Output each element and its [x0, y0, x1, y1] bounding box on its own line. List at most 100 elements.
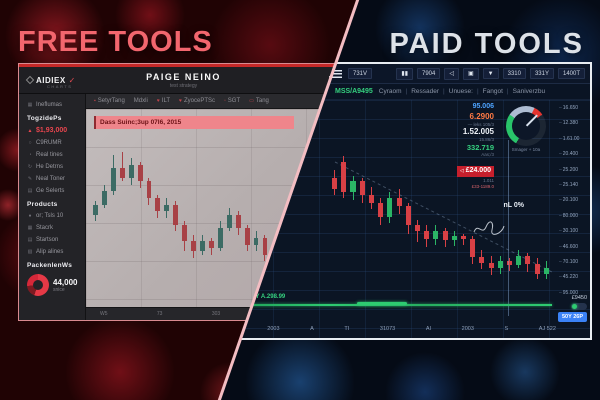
strategy-subtitle: test strategy [169, 82, 198, 89]
logo-text: AIDIEX [36, 75, 66, 85]
tab-label: Tang [255, 98, 269, 104]
stats-value: 44,000 [53, 277, 78, 287]
bars-icon-button[interactable]: ▮▮ [396, 67, 413, 80]
sidebar-item-label: He Detrns [36, 164, 64, 170]
toolbar-button-7904[interactable]: 7904 [417, 68, 441, 79]
speaker-icon: ◁ [459, 168, 464, 174]
refresh-icon: ↻ [27, 164, 33, 170]
frame-icon: ▭ [249, 98, 254, 104]
tab-zyocepts[interactable]: ♥ ZyocePTSc [179, 98, 215, 104]
quote-sub: — leks 105/3 [467, 121, 494, 127]
symbol-label[interactable]: MSS/A9495 [335, 88, 373, 95]
y-tick-label: 46.600 [559, 244, 578, 250]
alert-value: £24.000 [465, 166, 491, 174]
quote-panel: 95.006 6.2900 — leks 105/3 1.52.005 15.8… [456, 103, 494, 189]
tab-label: SetyrTang [97, 98, 125, 104]
y-tick-label: 1.61.00 [559, 136, 580, 142]
sidebar-item-c9rumr[interactable]: ○ C9RUMR [27, 140, 85, 146]
candle [128, 135, 135, 301]
candle [253, 135, 260, 301]
candle [506, 148, 513, 286]
tab-tang[interactable]: ▭ Tang [249, 98, 269, 104]
sidebar-item-label: Ineflumas [36, 102, 63, 108]
candle [226, 135, 233, 301]
sidebar-item-balance[interactable]: ▲ $1,93,000 [27, 127, 85, 134]
y-tick-label: 95.000 [559, 290, 578, 296]
paid-y-axis: 16.650 12.380 1.61.00 20.400 25.200 25.140 20.… [559, 106, 589, 296]
sidebar-item-startson[interactable]: ▤ Startson [27, 237, 85, 243]
sidebar-item-ineflumas[interactable]: ▦ Ineflumas [27, 102, 85, 108]
alert-banner[interactable]: Dass Suinc;3up 07I6, 2015 [94, 116, 294, 129]
candle [349, 148, 356, 286]
candle [478, 148, 485, 286]
menu-item[interactable]: Fangot [477, 88, 503, 95]
square-icon: ▪ [94, 98, 96, 104]
toolbar-button-731v[interactable]: 731V [348, 68, 373, 79]
y-tick-label: 16.650 [559, 106, 578, 111]
sidebar-item-real-tines[interactable]: ◔ Real tines [27, 152, 85, 158]
donut-chart [27, 274, 49, 296]
paid-x-axis: A2003ATI31073AI2003SAJ 522 [233, 324, 556, 334]
sidebar-item-tsls[interactable]: ● or; Tsls 10 [27, 213, 85, 219]
quote-price-orange: 6.2900 [469, 111, 494, 121]
x-tick-label: A [310, 326, 314, 332]
tab-sgt[interactable]: ▫ SGT [224, 98, 240, 104]
tab-setyrtang[interactable]: ▪ SetyrTang [94, 98, 125, 104]
candle [181, 135, 188, 301]
toolbar-button-3310[interactable]: 3310 [502, 68, 526, 79]
layers-icon: ▧ [27, 249, 33, 255]
sidebar-section-header: Products [27, 201, 58, 208]
speaker-icon-button[interactable]: ◁ [444, 67, 459, 80]
menu-item[interactable]: Saniverzbu [507, 88, 546, 95]
tab-ilt[interactable]: ♥ ILT [157, 98, 170, 104]
candle [331, 148, 338, 286]
sidebar-item-label: $1,93,000 [36, 127, 68, 134]
y-tick-label: 70.100 [559, 260, 578, 265]
sidebar-item-alip-alines[interactable]: ▧ Alip alines [27, 249, 85, 255]
sidebar-item-label: Startson [36, 237, 59, 243]
menu-item[interactable]: Cyraom [378, 88, 402, 95]
tab-mdxli[interactable]: Mdxli [134, 98, 148, 104]
sidebar-item-label: or; Tsls 10 [36, 213, 64, 219]
candle [199, 135, 206, 301]
sidebar-item-label: Alip alines [36, 249, 64, 255]
pen-icon: ✎ [27, 176, 33, 182]
quote-sub: 15.86/3 [478, 137, 494, 143]
y-tick-label: 45.220 [559, 275, 578, 280]
toolbar-button-331y[interactable]: 331Y [529, 68, 554, 79]
candle [101, 135, 108, 301]
photo-icon-button[interactable]: ▣ [462, 67, 479, 80]
corner-price-label: £9450 [571, 295, 587, 301]
candle [377, 148, 384, 286]
y-tick-label: 30.100 [559, 229, 578, 234]
sidebar-section-header: TogzidePs [27, 115, 62, 122]
sidebar-item-he-detrns[interactable]: ↻ He Detrns [27, 164, 85, 170]
tab-label: ZyocePTSc [183, 98, 215, 104]
candle [208, 135, 215, 301]
x-tick-label: 2003 [267, 326, 280, 332]
sidebar-item-label: Real tines [36, 152, 63, 158]
logo-subtext: CHARTS [47, 84, 73, 89]
chart-toolbar: ▪ SetyrTang Mdxli ♥ ILT ♥ ZyocePTSc [86, 94, 348, 109]
paid-tools-title: PAID TOOLS [389, 28, 584, 60]
sidebar-item-stacrk[interactable]: ▦ Stacrk [27, 225, 85, 231]
sidebar-item-neal-toner[interactable]: ✎ Neal Toner [27, 176, 85, 182]
sidebar-item-ge-selerts[interactable]: ▤ Ge Selerts [27, 188, 85, 194]
crosshair-line [508, 140, 509, 316]
live-toggle[interactable] [571, 303, 587, 310]
candle [340, 148, 347, 286]
buy-button[interactable]: 50Y 26P [557, 312, 587, 322]
sidebar-item-label: C9RUMR [36, 140, 62, 146]
menu-item[interactable]: Unuese: [443, 88, 473, 95]
x-tick-label: W5 [100, 311, 108, 317]
quote-tag: £33-1189.0 [471, 183, 494, 189]
candle [119, 135, 126, 301]
candle [190, 135, 197, 301]
toolbar-button-1400t[interactable]: 1400T [557, 68, 585, 79]
candle [460, 148, 467, 286]
menu-item[interactable]: Ressader [406, 88, 439, 95]
quote-price-green: 332.719 [466, 143, 494, 152]
alert-badge[interactable]: ◁ £24.000 [456, 165, 494, 177]
check-icon: ✓ [68, 75, 76, 85]
filter-icon-button[interactable]: ▼ [482, 68, 499, 79]
